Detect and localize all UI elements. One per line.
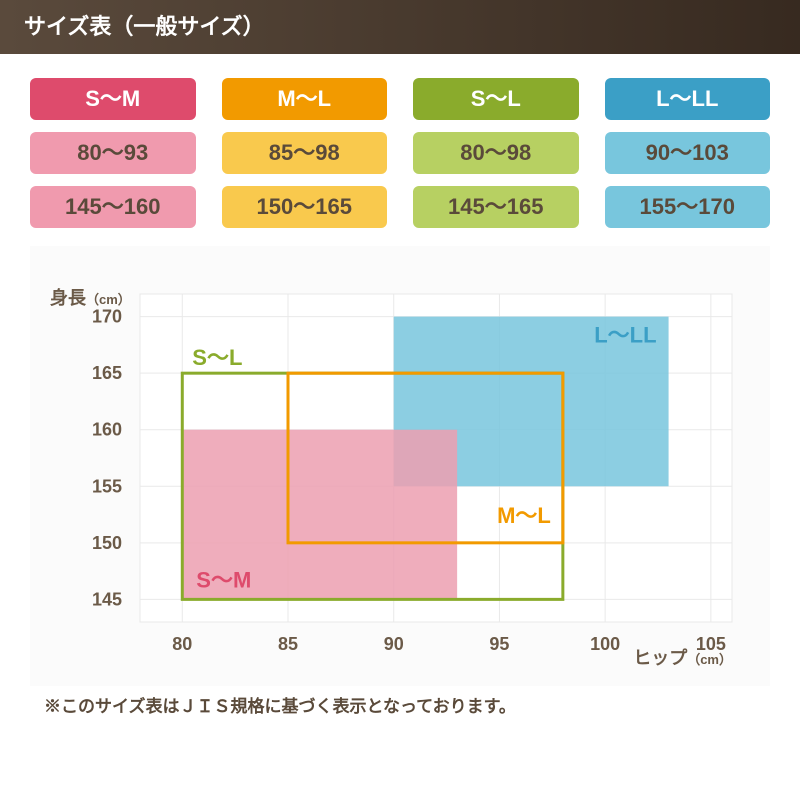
svg-text:90: 90 [384,634,404,654]
svg-text:165: 165 [92,363,122,383]
size-cell: 90～103 [605,132,771,174]
svg-text:100: 100 [590,634,620,654]
footnote: ※このサイズ表はＪＩＳ規格に基づく表示となっております。 [44,692,770,717]
size-cell: S～M [30,78,196,120]
chart-plot: L～LLS～MS～LM～L145150155160165170808590951… [62,288,742,668]
svg-text:150: 150 [92,533,122,553]
svg-text:85: 85 [278,634,298,654]
size-cell: 85～98 [222,132,388,174]
size-cell: S～L [413,78,579,120]
svg-text:M～L: M～L [497,503,551,528]
size-cell: 80～98 [413,132,579,174]
size-cell: M～L [222,78,388,120]
y-axis-label: 身長（cm） [50,284,131,310]
size-chart: 身長（cm） L～LLS～MS～LM～L14515015516016517080… [30,246,770,686]
svg-text:S～L: S～L [192,345,242,370]
size-cell: 145～160 [30,186,196,228]
size-cell: L～LL [605,78,771,120]
size-table: S～M M～L S～L L～LL 80～93 85～98 80～98 90～103 145～16… [30,78,770,228]
svg-text:S～M: S～M [196,567,251,592]
svg-text:155: 155 [92,476,122,496]
size-cell: 150～165 [222,186,388,228]
size-cell: 80～93 [30,132,196,174]
page-title: サイズ表（一般サイズ） [0,0,800,54]
x-axis-label: ヒップ（cm） [633,644,732,670]
svg-text:80: 80 [172,634,192,654]
svg-text:160: 160 [92,420,122,440]
svg-text:145: 145 [92,589,122,609]
size-cell: 145～165 [413,186,579,228]
svg-text:L～LL: L～LL [594,323,656,348]
svg-text:95: 95 [489,634,509,654]
size-cell: 155～170 [605,186,771,228]
